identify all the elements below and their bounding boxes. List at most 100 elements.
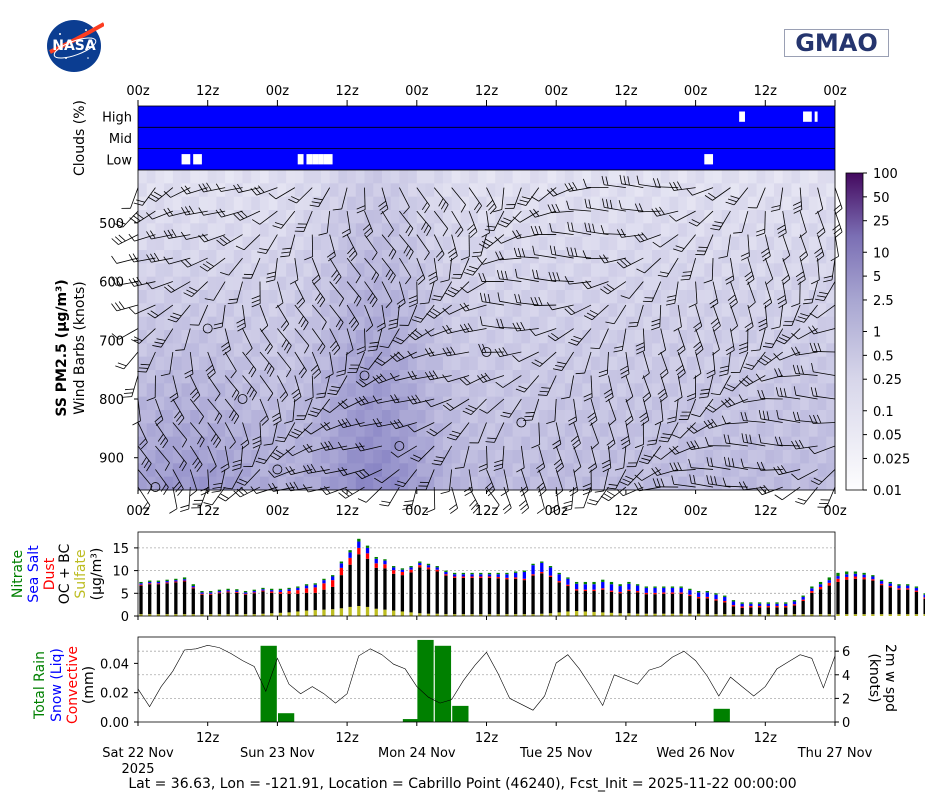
- wind-barb-flag: [676, 345, 685, 352]
- wind-barb-flag: [193, 395, 201, 403]
- sulfate-bar: [914, 614, 919, 616]
- pm25-cell: [190, 290, 200, 304]
- wind-barb-staff: [311, 375, 314, 398]
- wind-barb-flag: [520, 503, 528, 511]
- wind-barb-flag: [585, 280, 592, 288]
- ocbc-bar: [496, 578, 500, 615]
- wind-barb-flag: [588, 223, 592, 233]
- wind-barb-flag: [227, 302, 237, 305]
- wind-barb-flag: [251, 299, 261, 304]
- pm25-cell: [477, 330, 487, 344]
- pm25-cell: [774, 330, 784, 344]
- pm25-cell: [225, 383, 235, 398]
- wind-barb-flag: [162, 440, 169, 449]
- pm25-cell: [599, 223, 609, 238]
- pm25-cell: [329, 450, 339, 464]
- pm25-cell: [704, 396, 714, 411]
- wind-barb-staff: [311, 304, 327, 323]
- pm25-cell: [233, 463, 244, 478]
- pm25-cell: [355, 396, 366, 411]
- pm25-cell: [364, 396, 374, 411]
- pm25-cell: [652, 290, 662, 304]
- sulfate-bar: [156, 614, 161, 616]
- wind-barb-flag: [698, 396, 708, 399]
- wind-barb-flag: [310, 464, 317, 473]
- wind-barb-staff: [231, 469, 243, 490]
- wind-barb-flag: [712, 224, 722, 228]
- seasalt-bar: [191, 586, 195, 588]
- pm25-cell: [390, 196, 400, 211]
- wind-barb-staff: [816, 304, 836, 319]
- wind-barb-flag: [760, 357, 769, 364]
- wind-barb-flag: [331, 269, 338, 278]
- pm25-cell: [303, 343, 313, 358]
- wind-barb-flag: [129, 217, 138, 224]
- wind-barb-flag: [773, 467, 780, 475]
- nitrate-bar: [304, 584, 309, 586]
- pm25-cell: [608, 196, 618, 211]
- ocbc-bar: [461, 577, 466, 615]
- pm25-cell: [399, 223, 409, 238]
- colorbar-tick-label: 10: [873, 246, 890, 261]
- pm25-cell: [756, 343, 766, 358]
- pm25-cell: [573, 170, 583, 184]
- wind-barb-flag: [302, 484, 309, 493]
- pm25-cell: [634, 236, 644, 251]
- pm25-cell: [713, 396, 723, 411]
- pm25-cell: [216, 423, 226, 438]
- pm25-cell: [181, 183, 191, 198]
- pm25-cell: [495, 183, 505, 198]
- date-tick-label: Tue 25 Nov: [519, 746, 593, 761]
- pm25-cell: [164, 303, 174, 318]
- sulfate-bar: [252, 614, 256, 616]
- wind-barb-flag: [115, 276, 121, 285]
- pm25-cell: [704, 170, 714, 184]
- wind-barb-flag: [721, 400, 728, 408]
- nitrate-bar: [513, 571, 518, 573]
- pm25-cell: [739, 436, 749, 451]
- pm25-cell: [713, 170, 723, 184]
- pm25-cell: [277, 276, 287, 291]
- wind-barb-calm: [202, 323, 213, 334]
- pm25-cell: [774, 290, 784, 304]
- wind-barb-flag: [573, 335, 583, 340]
- wind-barb-flag: [304, 256, 313, 261]
- pm25-cell: [277, 223, 287, 238]
- pm25-cell: [347, 463, 357, 478]
- wind-barb-flag: [213, 326, 223, 330]
- pm25-cell: [678, 370, 688, 384]
- wind-barb-flag: [233, 213, 241, 221]
- pm25-cell: [713, 236, 723, 251]
- pm25-cell: [425, 410, 435, 424]
- wind-barb-flag: [778, 368, 783, 377]
- sulfate-bar: [696, 613, 701, 616]
- wind-barb-flag: [465, 407, 474, 413]
- nitrate-bar: [452, 572, 457, 575]
- wind-barb-staff: [642, 351, 650, 374]
- time-tick-label-top: 12z: [475, 84, 499, 99]
- pm25-cell: [216, 356, 226, 371]
- wind-barb-flag: [267, 346, 273, 355]
- pm25-cell: [756, 303, 766, 318]
- pm25-cell: [817, 463, 827, 478]
- pm25-cell: [686, 396, 697, 411]
- pm25-cell: [495, 463, 505, 478]
- pm25-cell: [416, 410, 427, 424]
- pm25-cell: [451, 396, 461, 411]
- pm25-cell: [747, 290, 758, 304]
- pm25-cell: [582, 170, 592, 184]
- seasalt-bar: [479, 574, 483, 577]
- wind-barb-flag: [283, 342, 290, 351]
- wind-barb-flag: [689, 474, 692, 484]
- sulfate-bar: [339, 608, 344, 616]
- pm25-cell: [617, 436, 627, 451]
- pm25-cell: [138, 396, 148, 411]
- pm25-cell: [251, 170, 261, 184]
- wind-barb-staff: [673, 483, 696, 488]
- pm25-cell: [172, 396, 183, 411]
- wind-barb-flag: [213, 322, 223, 326]
- wind-barb-staff: [168, 257, 191, 265]
- wind-barb-flag: [573, 466, 582, 473]
- pm25-cell: [320, 196, 331, 211]
- wind-speed-line: [137, 644, 836, 711]
